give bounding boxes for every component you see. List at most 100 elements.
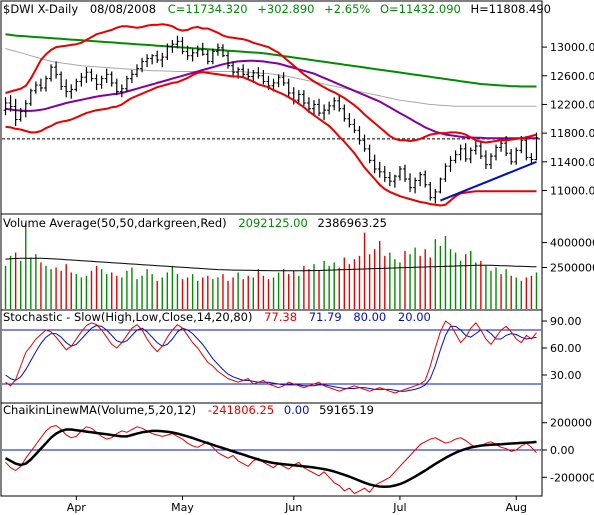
- price-bar: [89, 68, 94, 82]
- price-bar: [215, 43, 220, 56]
- price-bar: [514, 147, 519, 165]
- stochastic-plot: [2, 320, 541, 394]
- price-bar: [155, 50, 160, 63]
- price-bar: [160, 52, 165, 68]
- purple-ma-line: [5, 59, 537, 140]
- price-bar: [468, 147, 473, 164]
- volume-plot: [4, 222, 538, 309]
- stochastic-k-line: [5, 320, 537, 394]
- y-tick-label: 11000.00: [550, 184, 594, 197]
- price-bar: [114, 78, 119, 96]
- price-bar: [352, 118, 357, 134]
- price-bar: [534, 132, 539, 161]
- y-tick-label: 11400.00: [550, 156, 594, 169]
- high-label: H=11808.490: [471, 2, 551, 16]
- axes: 13000.00 12600.00 12200.00 11800.00 11400.00…: [67, 41, 594, 514]
- price-bar: [494, 144, 499, 161]
- price-bar: [205, 49, 210, 65]
- price-bar: [433, 189, 438, 204]
- price-bar: [382, 166, 387, 182]
- date-label: 08/08/2008: [90, 2, 156, 16]
- change-label: +302.890: [257, 2, 314, 16]
- volume-value-1: 2092125.00: [238, 216, 308, 230]
- y-tick-label: 4000000: [550, 237, 594, 250]
- price-bar: [175, 35, 180, 49]
- price-bar: [28, 88, 33, 106]
- y-tick-label: 2500000: [550, 261, 594, 274]
- price-bar: [241, 64, 246, 78]
- price-bar: [119, 84, 124, 98]
- price-bar: [387, 171, 392, 187]
- price-bar: [33, 81, 38, 94]
- support-trendline: [440, 160, 537, 202]
- price-bar: [109, 71, 114, 87]
- chaikin-line: [5, 425, 537, 495]
- price-plot: [2, 23, 541, 207]
- price-bar: [453, 150, 458, 164]
- price-bar: [301, 90, 306, 106]
- chaikin-value-1: -241806.25: [208, 403, 274, 417]
- price-bar: [509, 148, 514, 165]
- gray-ma-line: [5, 48, 537, 107]
- price-bar: [129, 70, 134, 83]
- price-bar: [231, 61, 236, 76]
- chaikin-plot: [2, 425, 541, 495]
- volume-header: Volume Average(50,50,darkgreen,Red) 2092…: [3, 216, 387, 230]
- volume-value-2: 2386963.25: [317, 216, 387, 230]
- x-tick-label: Jul: [392, 501, 406, 514]
- price-bar: [104, 68, 109, 83]
- price-bar: [226, 51, 231, 69]
- price-bar: [170, 39, 175, 53]
- price-bar: [69, 84, 74, 99]
- lower-band-line: [5, 71, 537, 207]
- price-bar: [3, 97, 8, 116]
- price-bar: [327, 101, 332, 115]
- price-bar: [458, 144, 463, 161]
- price-bar: [38, 78, 43, 92]
- price-bar: [135, 64, 139, 78]
- price-bar: [342, 104, 347, 122]
- price-bar: [94, 74, 99, 91]
- price-bar: [124, 75, 129, 92]
- price-bar: [261, 70, 266, 85]
- price-bar: [362, 134, 367, 152]
- price-bar: [54, 61, 59, 79]
- price-bar: [8, 95, 13, 112]
- close-label: C=11734.320: [168, 2, 248, 16]
- price-bar: [397, 166, 402, 181]
- price-bar: [529, 153, 534, 165]
- stochastic-title: Stochastic - Slow(High,Low,Close,14,20,8…: [3, 310, 252, 324]
- price-bar: [347, 113, 352, 128]
- price-bar: [322, 104, 327, 121]
- open-label: O=11432.090: [380, 2, 461, 16]
- x-tick-label: Jun: [284, 501, 302, 514]
- stochastic-d-value: 71.79: [309, 310, 342, 324]
- price-bar: [99, 75, 104, 89]
- price-bar: [140, 57, 145, 73]
- chaikin-value-3: 59165.19: [319, 403, 374, 417]
- price-bar: [64, 79, 69, 98]
- price-bar: [488, 153, 493, 169]
- price-bar: [478, 140, 483, 159]
- price-bar: [463, 143, 468, 162]
- price-bar: [408, 173, 413, 192]
- price-bar: [200, 42, 205, 56]
- pct-label: +2.65%: [324, 2, 370, 16]
- price-bar: [286, 78, 291, 98]
- price-bar: [418, 171, 423, 187]
- price-bar: [276, 74, 281, 88]
- price-bar: [428, 181, 433, 201]
- price-bar: [473, 138, 478, 155]
- price-bar: [246, 68, 251, 81]
- price-bar: [483, 150, 488, 169]
- price-bar: [74, 78, 79, 92]
- price-bar: [220, 44, 225, 58]
- y-tick-label: 0.00: [550, 444, 575, 457]
- price-bar: [377, 161, 382, 178]
- price-bar: [145, 54, 150, 68]
- y-tick-label: 90.00: [550, 315, 582, 328]
- price-bar: [392, 174, 397, 188]
- chaikin-ma-line: [4, 428, 537, 489]
- price-bar: [256, 67, 261, 79]
